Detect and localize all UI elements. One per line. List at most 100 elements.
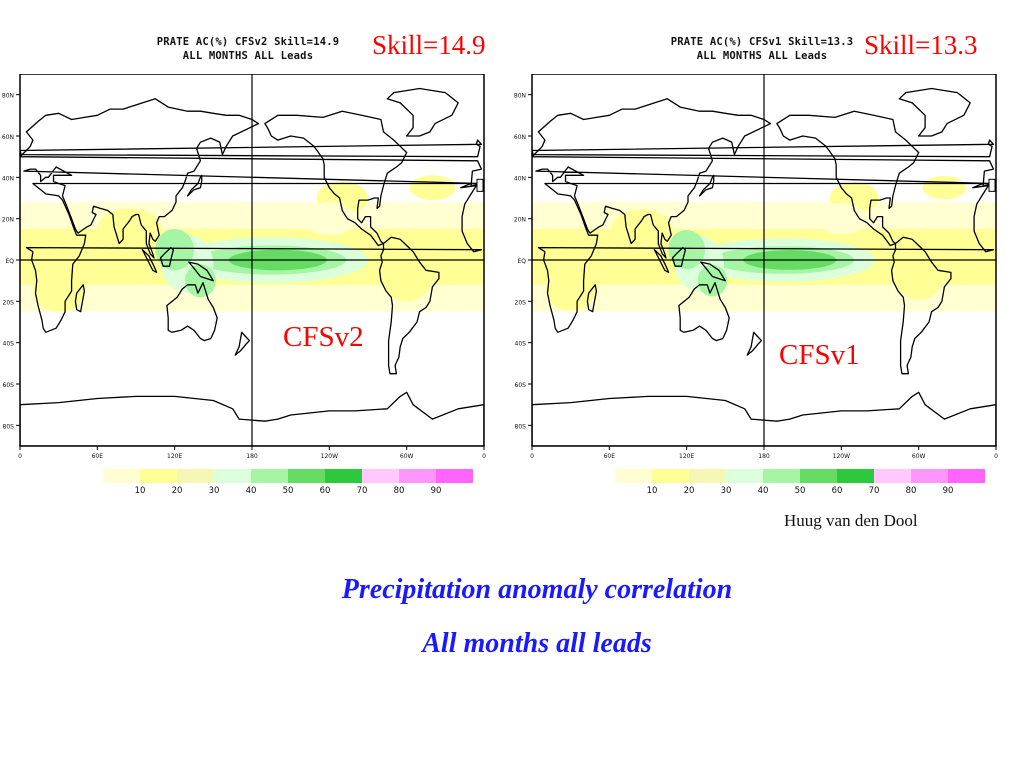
map-title: PRATE AC(%) CFSv1 Skill=13.3 ALL MONTHS …: [652, 35, 872, 63]
longitude-tick-label: 180: [246, 453, 258, 460]
latitude-tick-label: 80S: [515, 423, 527, 430]
shading-blob: [546, 271, 596, 311]
continent-outline-indonesia-borneo: [159, 246, 175, 267]
color-scale-legend: 10 20 30 40 50 60 70 80 90: [103, 469, 473, 497]
color-scale-tick-label: 60: [319, 486, 331, 496]
continent-outline-north-america: [264, 110, 408, 247]
continent-outline-south-america: [378, 236, 440, 375]
color-scale-swatch: [325, 469, 362, 483]
map-title-line2: ALL MONTHS ALL Leads: [182, 50, 314, 62]
continent-outline-africa: [537, 182, 995, 333]
latitude-tick-label: 60S: [515, 382, 527, 389]
color-scale-tick-label: 40: [757, 486, 769, 496]
skill-score-label: Skill=14.9: [372, 30, 486, 60]
longitude-tick-label: 120E: [679, 453, 694, 460]
continent-outline-madagascar: [586, 284, 598, 313]
longitude-tick-label: 120E: [167, 453, 182, 460]
color-scale-legend: 10 20 30 40 50 60 70 80 90: [615, 469, 985, 497]
color-scale-swatch: [140, 469, 177, 483]
shading-blob: [922, 175, 967, 200]
color-scale-swatch: [800, 469, 837, 483]
color-scale-tick-label: 20: [171, 486, 183, 496]
continent-outline-australia: [678, 282, 730, 342]
longitude-tick-label: 120W: [833, 453, 850, 460]
continent-outline-new-zealand: [234, 331, 251, 356]
continent-outline-south-america: [890, 236, 952, 375]
color-scale-swatch: [763, 469, 800, 483]
continent-outline-britain: [532, 139, 995, 158]
latitude-tick-label: 40N: [2, 175, 14, 182]
color-scale-swatch: [615, 469, 652, 483]
latitude-tick-label: 80N: [514, 93, 526, 100]
color-scale-swatch: [652, 469, 689, 483]
corner-mark: -: [1017, 0, 1020, 5]
author-credit: Huug van den Dool: [784, 511, 918, 530]
map-title-line2: ALL MONTHS ALL Leads: [696, 50, 828, 62]
shading-blob: [610, 209, 673, 249]
color-scale-swatch: [436, 469, 473, 483]
color-scale-tick-label: 80: [393, 486, 405, 496]
continent-outline-madagascar: [74, 284, 86, 313]
color-scale-swatch: [362, 469, 399, 483]
color-scale-tick-label: 90: [942, 486, 954, 496]
shading-blob: [697, 264, 728, 297]
longitude-tick-label: 60E: [604, 453, 616, 460]
shading-blob: [32, 270, 85, 312]
longitude-tick-label: 60W: [400, 453, 414, 460]
longitude-tick-label: 0: [530, 453, 534, 460]
latitude-tick-label: 20N: [2, 217, 14, 224]
continent-outline-new-zealand: [746, 331, 763, 356]
latitude-tick-label: 20N: [514, 217, 526, 224]
color-scale-swatch: [726, 469, 763, 483]
continent-outline-new-guinea: [700, 261, 726, 282]
color-scale-tick-label: 50: [794, 486, 806, 496]
continent-outline-eurasia: [532, 98, 995, 259]
color-scale-tick-label: 70: [356, 486, 368, 496]
continent-outline-australia: [166, 282, 218, 342]
skill-score-label: Skill=13.3: [864, 30, 978, 60]
longitude-tick-label: 120W: [321, 453, 338, 460]
longitude-tick-label: 60W: [912, 453, 926, 460]
color-scale-swatch: [837, 469, 874, 483]
longitude-tick-label: 0: [18, 453, 22, 460]
latitude-tick-label: 60N: [514, 134, 526, 141]
latitude-tick-label: 60N: [2, 134, 14, 141]
edge-marker: [476, 178, 484, 192]
color-scale-tick-label: 90: [430, 486, 442, 496]
latitude-tick-label: 80N: [2, 93, 14, 100]
color-scale-tick-label: 30: [208, 486, 220, 496]
continent-outline-britain: [20, 139, 483, 158]
color-scale-swatch: [251, 469, 288, 483]
continent-outline-japan: [698, 174, 715, 197]
map-panel-cfsv2: PRATE AC(%) CFSv2 Skill=14.9 ALL MONTHS …: [0, 30, 500, 505]
latitude-tick-label: 20S: [515, 299, 527, 306]
continent-outline-indonesia-borneo: [671, 246, 687, 267]
precipitation-correlation-map: 80N 60N 40N 20N EQ 20S 40S 60S 80S 0 60E 120E 180 120…: [2, 74, 486, 460]
map-panel-cfsv1: PRATE AC(%) CFSv1 Skill=13.3 ALL MONTHS …: [512, 30, 1012, 505]
color-scale-swatch: [948, 469, 985, 483]
shading-blob: [378, 239, 436, 302]
color-scale-swatch: [399, 469, 436, 483]
color-scale-tick-label: 40: [245, 486, 257, 496]
shading-blob: [816, 202, 866, 235]
color-scale-swatch: [214, 469, 251, 483]
color-scale-tick-label: 30: [720, 486, 732, 496]
color-scale-swatch: [177, 469, 214, 483]
continent-outline-africa: [25, 182, 483, 333]
precipitation-correlation-map: 80N 60N 40N 20N EQ 20S 40S 60S 80S 0 60E 120E 180 120…: [514, 74, 998, 460]
latitude-tick-label: EQ: [5, 258, 14, 265]
color-scale-tick-label: 70: [868, 486, 880, 496]
latitude-tick-label: 60S: [3, 382, 15, 389]
shading-blob: [155, 229, 195, 271]
continent-outline-antarctica: [20, 391, 484, 446]
caption-title: Precipitation anomaly correlation: [341, 574, 733, 605]
continent-outline-japan: [186, 174, 203, 197]
latitude-tick-label: 80S: [3, 423, 15, 430]
color-scale-tick-label: 50: [282, 486, 294, 496]
model-label: CFSv1: [779, 339, 860, 371]
latitude-tick-label: 40S: [3, 341, 15, 348]
shading-blob: [409, 175, 456, 201]
model-label: CFSv2: [283, 321, 364, 353]
color-scale-swatch: [689, 469, 726, 483]
color-scale-swatch: [103, 469, 140, 483]
